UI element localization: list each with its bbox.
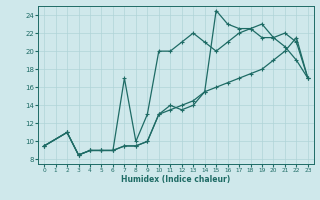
X-axis label: Humidex (Indice chaleur): Humidex (Indice chaleur) xyxy=(121,175,231,184)
